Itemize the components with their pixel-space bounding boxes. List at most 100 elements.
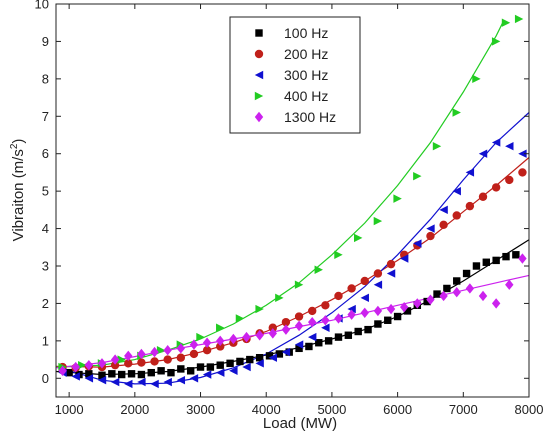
y-tick-label-5: 5 xyxy=(42,184,49,199)
point-400hz-3 xyxy=(117,355,126,364)
point-400hz-15 xyxy=(353,233,363,243)
point-1300hz-6 xyxy=(137,348,146,360)
point-300hz-9 xyxy=(176,375,186,385)
y-tick-label-1: 1 xyxy=(42,333,49,348)
y-tick-label-8: 8 xyxy=(42,71,49,86)
point-100hz-44 xyxy=(502,252,510,261)
y-tick-label-7: 7 xyxy=(42,109,49,124)
x-axis-title: Load (MW) xyxy=(263,415,337,432)
point-200hz-33 xyxy=(491,183,501,192)
legend-label-200hz: 200 Hz xyxy=(284,46,328,62)
point-1300hz-18 xyxy=(294,320,304,332)
y-axis-title-main: Vibraiton (m/s xyxy=(10,149,27,241)
legend: 100 Hz 200 Hz 300 Hz 400 Hz 1300 Hz xyxy=(229,16,361,134)
point-100hz-7 xyxy=(137,370,146,379)
point-200hz-16 xyxy=(268,323,277,332)
legend-marker-400hz xyxy=(254,91,264,101)
point-100hz-41 xyxy=(472,262,481,270)
plot-frame xyxy=(55,3,530,398)
legend-label-1300hz: 1300 Hz xyxy=(284,109,336,125)
y-axis-title-superscript: 2 xyxy=(9,143,20,149)
point-300hz-2 xyxy=(84,374,94,383)
point-100hz-14 xyxy=(206,363,215,371)
point-1300hz-29 xyxy=(439,290,448,302)
legend-marker-200hz xyxy=(254,49,264,59)
y-tick-label-0: 0 xyxy=(42,371,49,386)
point-200hz-4 xyxy=(110,360,120,370)
point-400hz-12 xyxy=(294,280,304,289)
point-400hz-17 xyxy=(393,194,402,203)
point-1300hz-33 xyxy=(491,298,501,309)
axes xyxy=(55,3,530,398)
point-1300hz-3 xyxy=(97,358,107,369)
point-100hz-4 xyxy=(108,370,116,378)
point-1300hz-34 xyxy=(505,279,514,290)
legend-label-300hz: 300 Hz xyxy=(284,67,328,83)
point-200hz-35 xyxy=(518,168,527,177)
point-300hz-23 xyxy=(360,293,369,303)
point-100hz-23 xyxy=(295,344,303,353)
legend-marker-100hz xyxy=(255,29,263,37)
point-200hz-29 xyxy=(439,220,448,230)
point-200hz-6 xyxy=(137,358,146,367)
point-100hz-3 xyxy=(98,371,106,379)
point-400hz-23 xyxy=(501,18,511,27)
y-tick-label-6: 6 xyxy=(42,146,49,161)
point-300hz-1 xyxy=(71,372,80,381)
point-300hz-27 xyxy=(413,239,422,248)
point-400hz-7 xyxy=(196,332,205,342)
point-100hz-34 xyxy=(403,307,412,315)
point-200hz-17 xyxy=(281,317,291,327)
point-400hz-9 xyxy=(235,314,245,323)
point-400hz-19 xyxy=(432,142,442,151)
point-100hz-6 xyxy=(127,370,136,378)
point-100hz-30 xyxy=(364,325,372,334)
point-100hz-8 xyxy=(147,368,155,377)
point-100hz-24 xyxy=(305,342,313,351)
legend-box xyxy=(229,16,361,134)
point-100hz-5 xyxy=(117,370,126,379)
point-400hz-1 xyxy=(78,360,87,370)
point-1300hz-20 xyxy=(321,315,330,326)
point-1300hz-15 xyxy=(255,330,264,341)
point-300hz-33 xyxy=(491,138,501,147)
point-200hz-22 xyxy=(347,284,356,293)
point-1300hz-4 xyxy=(110,354,120,365)
point-1300hz-35 xyxy=(518,253,527,264)
point-100hz-28 xyxy=(344,331,353,339)
point-200hz-24 xyxy=(373,269,383,278)
legend-marker-1300hz xyxy=(254,111,264,123)
point-400hz-24 xyxy=(514,14,524,24)
point-100hz-37 xyxy=(433,290,441,298)
point-1300hz-5 xyxy=(124,350,133,362)
point-400hz-10 xyxy=(255,304,264,314)
x-tick-label-6000: 6000 xyxy=(383,402,412,417)
point-300hz-22 xyxy=(347,304,356,314)
point-1300hz-11 xyxy=(202,337,212,348)
fit-line-300hz xyxy=(55,112,530,385)
y-tick-label-2: 2 xyxy=(42,296,49,311)
point-1300hz-14 xyxy=(242,331,251,343)
point-300hz-26 xyxy=(399,254,409,263)
point-100hz-10 xyxy=(167,368,175,377)
point-200hz-31 xyxy=(465,201,475,211)
point-100hz-39 xyxy=(453,277,461,285)
x-tick-label-7000: 7000 xyxy=(449,402,478,417)
point-300hz-12 xyxy=(216,368,225,377)
point-300hz-24 xyxy=(373,280,383,289)
point-100hz-2 xyxy=(85,370,93,378)
point-1300hz-24 xyxy=(373,305,383,317)
point-100hz-45 xyxy=(512,251,520,259)
point-100hz-32 xyxy=(384,316,392,324)
y-axis-title: Vibraiton (m/s2) xyxy=(9,139,27,242)
point-400hz-14 xyxy=(334,250,343,259)
point-300hz-5 xyxy=(124,379,133,389)
point-200hz-34 xyxy=(505,175,514,185)
point-1300hz-21 xyxy=(334,313,343,324)
point-100hz-19 xyxy=(255,354,264,362)
point-1300hz-9 xyxy=(176,343,186,354)
y-axis-title-tail: ) xyxy=(10,139,27,144)
point-200hz-28 xyxy=(426,231,435,241)
point-100hz-16 xyxy=(226,359,234,368)
